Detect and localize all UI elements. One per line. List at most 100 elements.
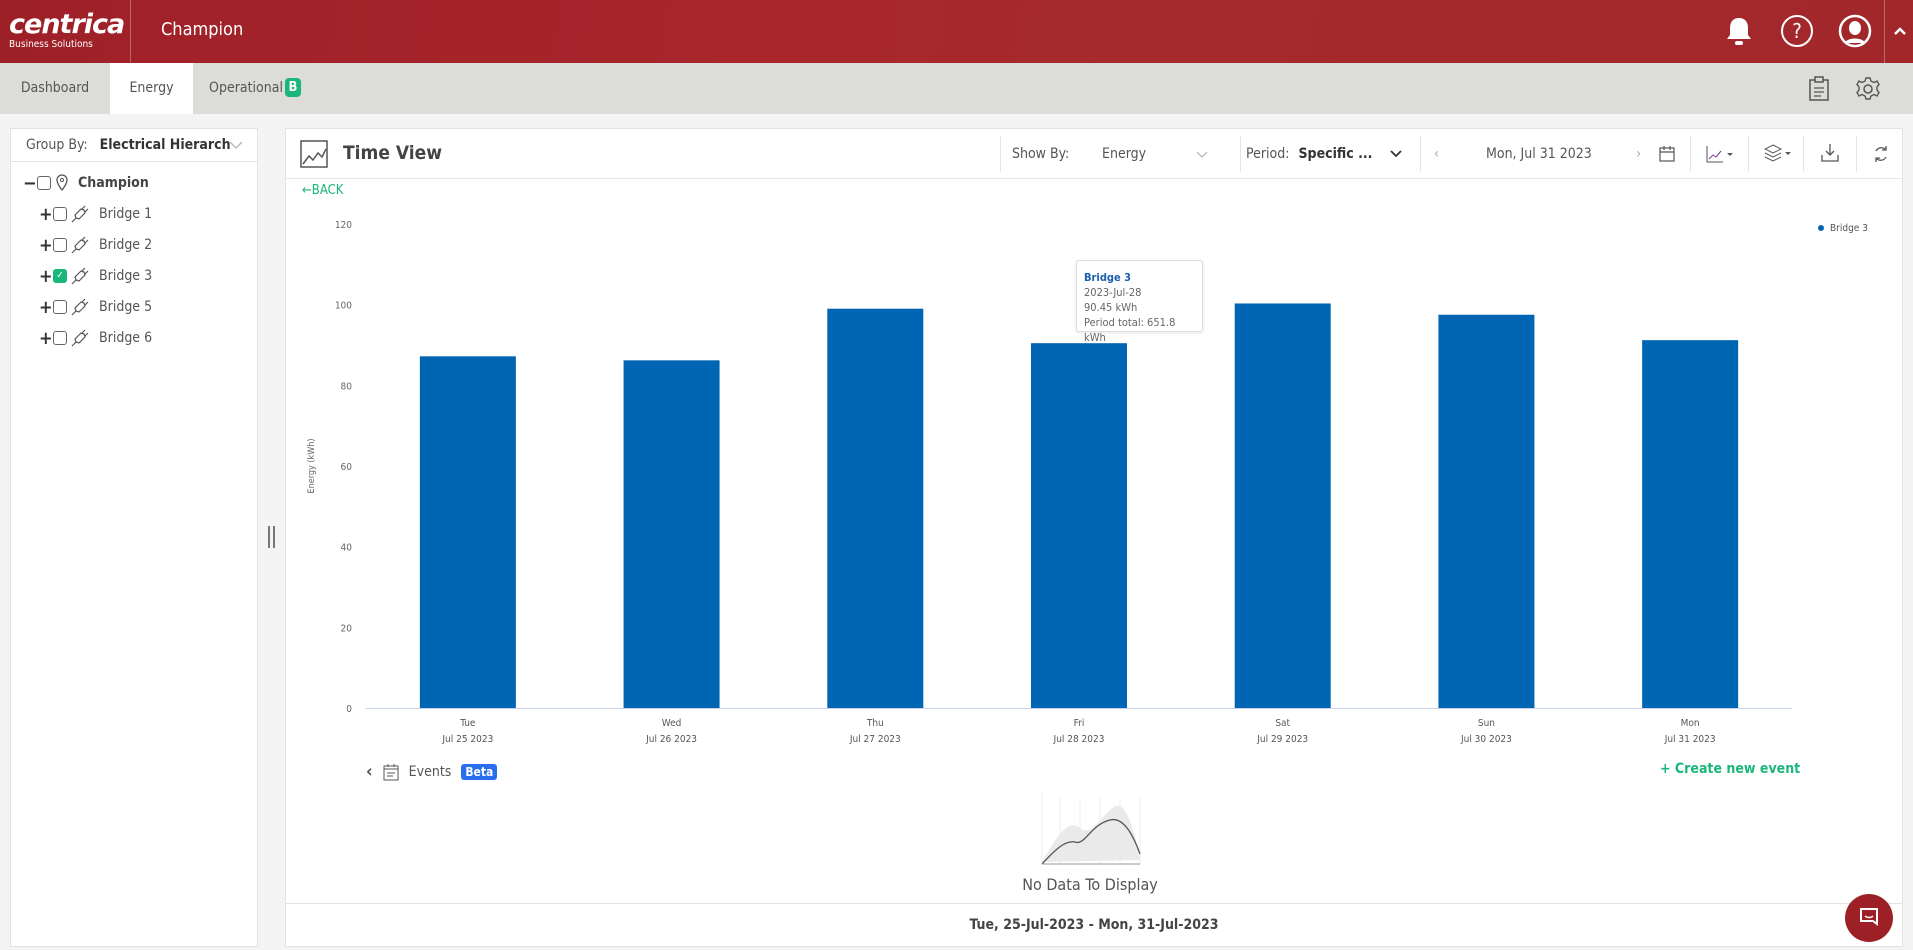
x-tick-day: Tue: [459, 718, 476, 729]
tree-item-champion[interactable]: − Champion: [23, 172, 149, 194]
expand-icon[interactable]: +: [39, 203, 53, 225]
tab-badge: B: [284, 78, 301, 97]
chat-button[interactable]: [1845, 894, 1893, 942]
bar-sun: [1438, 314, 1535, 708]
chevron-down-icon: [1196, 151, 1208, 158]
group-by-select[interactable]: Group By: Electrical Hierarch: [11, 129, 257, 162]
tree-label: Bridge 6: [99, 330, 153, 346]
location-pin-icon: [56, 174, 68, 192]
plug-icon: [71, 267, 89, 285]
tab-operational[interactable]: Operational B: [200, 63, 310, 114]
group-by-label: Group By:: [26, 137, 88, 153]
x-tick-date: Jul 25 2023: [441, 734, 493, 745]
period-value: Specific ...: [1298, 146, 1373, 162]
tree-item-bridge-3[interactable]: + ✓ Bridge 3: [39, 265, 152, 287]
centrica-logo[interactable]: centrica Business Solutions: [9, 9, 125, 51]
collapse-events-chevron-icon[interactable]: ‹: [366, 761, 373, 782]
divider: [1240, 136, 1241, 172]
settings-gear-icon[interactable]: [1855, 76, 1881, 102]
x-tick-date: Jul 31 2023: [1664, 734, 1716, 745]
calendar-icon[interactable]: [1658, 145, 1676, 163]
x-tick-day: Sun: [1478, 718, 1495, 729]
checkbox[interactable]: [53, 331, 67, 345]
no-data-illustration-icon: [1041, 792, 1141, 865]
divider: [1000, 136, 1001, 172]
divider: [1420, 136, 1421, 172]
refresh-icon[interactable]: [1872, 144, 1890, 164]
divider: [1856, 136, 1857, 172]
checkbox[interactable]: [37, 176, 51, 190]
download-icon[interactable]: [1821, 143, 1839, 163]
chevron-down-icon[interactable]: [1390, 150, 1402, 158]
tree-label: Champion: [78, 175, 149, 191]
legend-marker: [1818, 225, 1824, 231]
tab-label: Dashboard: [20, 80, 90, 96]
checkbox[interactable]: [53, 207, 67, 221]
y-tick-label: 20: [341, 623, 353, 634]
collapse-chevron-up-icon[interactable]: [1893, 26, 1907, 36]
divider: [1803, 136, 1804, 172]
tree-item-bridge-6[interactable]: + Bridge 6: [39, 327, 153, 349]
bar-wed: [623, 360, 720, 708]
plug-icon: [71, 298, 89, 316]
bar-thu: [827, 308, 924, 708]
show-by-value: Energy: [1102, 146, 1147, 162]
plug-icon: [71, 205, 89, 223]
expand-icon[interactable]: +: [39, 327, 53, 349]
tab-dashboard[interactable]: Dashboard: [0, 63, 110, 114]
events-bar: ‹ Events Beta: [366, 761, 498, 782]
period-label: Period:: [1246, 146, 1290, 162]
chart-type-dropdown-icon[interactable]: [1706, 145, 1736, 163]
layers-dropdown-icon[interactable]: [1764, 143, 1794, 165]
collapse-icon[interactable]: −: [23, 172, 37, 194]
x-tick-date: Jul 27 2023: [849, 734, 901, 745]
y-tick-label: 0: [346, 704, 352, 715]
expand-icon[interactable]: +: [39, 296, 53, 318]
chat-icon: [1860, 908, 1878, 926]
checkbox[interactable]: [53, 300, 67, 314]
tree-item-bridge-2[interactable]: + Bridge 2: [39, 234, 152, 256]
svg-text:?: ?: [1792, 19, 1802, 43]
period-select[interactable]: Period: Specific ...: [1246, 129, 1372, 179]
calendar-notes-icon: [383, 763, 399, 780]
x-tick-day: Mon: [1681, 718, 1700, 729]
app-header: centrica Business Solutions Champion ?: [0, 0, 1913, 63]
tab-bar: Dashboard Energy Operational B: [0, 63, 1913, 114]
help-icon[interactable]: ?: [1780, 14, 1814, 48]
tooltip-date: 2023-Jul-28: [1084, 286, 1142, 299]
plug-icon: [71, 236, 89, 254]
date-display[interactable]: Mon, Jul 31 2023: [1486, 129, 1636, 179]
checkbox[interactable]: ✓: [53, 269, 67, 283]
panel-resize-handle[interactable]: [268, 526, 275, 548]
tab-label: Operational: [209, 80, 283, 96]
tree-item-bridge-5[interactable]: + Bridge 5: [39, 296, 153, 318]
checkbox[interactable]: [53, 238, 67, 252]
date-range-text: Tue, 25-Jul-2023 - Mon, 31-Jul-2023: [969, 917, 1219, 933]
bar-tue: [419, 356, 516, 708]
date-value: Mon, Jul 31 2023: [1486, 146, 1592, 162]
tree-label: Bridge 5: [99, 299, 153, 315]
show-by-select[interactable]: Energy: [1102, 129, 1202, 179]
logo-text: centrica: [9, 9, 125, 40]
legend-label: Bridge 3: [1830, 223, 1868, 234]
page-title: Time View: [343, 142, 443, 164]
tab-energy[interactable]: Energy: [110, 63, 193, 114]
x-tick-day: Wed: [662, 718, 682, 729]
tree-item-bridge-1[interactable]: + Bridge 1: [39, 203, 152, 225]
beta-badge: Beta: [461, 763, 498, 780]
x-tick-date: Jul 26 2023: [645, 734, 697, 745]
hierarchy-panel: Group By: Electrical Hierarch − Champion …: [10, 128, 258, 947]
clipboard-icon[interactable]: [1808, 76, 1830, 102]
expand-icon[interactable]: +: [39, 265, 53, 287]
back-link[interactable]: ←BACK: [302, 183, 344, 198]
expand-icon[interactable]: +: [39, 234, 53, 256]
previous-date-button[interactable]: ‹: [1434, 146, 1440, 162]
x-tick-day: Sat: [1275, 718, 1290, 729]
create-new-event-button[interactable]: + Create new event: [1660, 761, 1801, 777]
x-tick-date: Jul 28 2023: [1053, 734, 1105, 745]
next-date-button[interactable]: ›: [1636, 146, 1642, 162]
bell-icon[interactable]: [1722, 14, 1756, 48]
user-avatar-icon[interactable]: [1838, 14, 1872, 48]
x-tick-date: Jul 29 2023: [1256, 734, 1308, 745]
y-tick-label: 40: [341, 543, 353, 554]
